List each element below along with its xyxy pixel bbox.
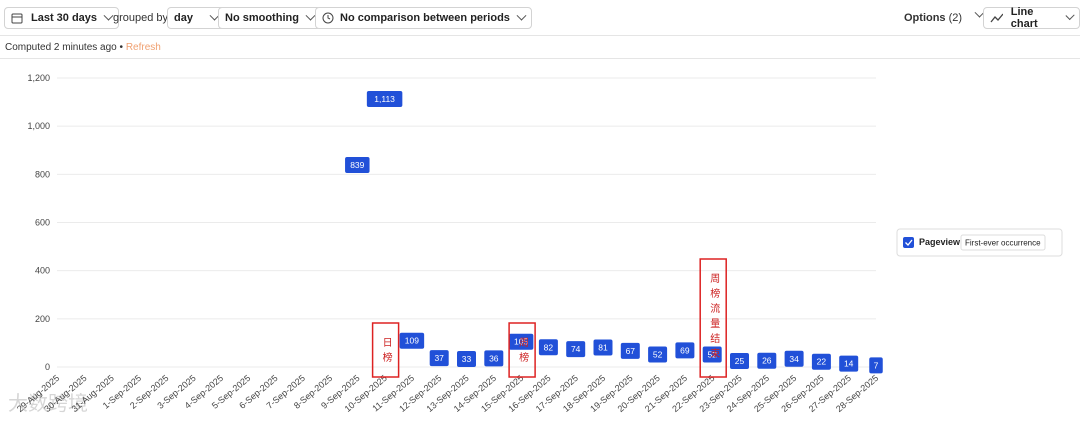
legend-tag-box — [960, 234, 1046, 251]
computed: Computed 2 minutes ago — [5, 42, 117, 53]
point-label-box — [366, 90, 403, 107]
comparison-button[interactable]: No comparison between periods — [315, 7, 532, 29]
options: Options — [904, 12, 946, 24]
legend: Pageview First-ever occurrence — [896, 228, 1063, 257]
date-range-button[interactable]: Last 30 days — [4, 7, 120, 29]
point-label: 22 — [817, 357, 827, 367]
point-label: 37 — [434, 353, 444, 363]
y-tick-label: 1,200 — [27, 73, 50, 83]
point-label-box — [702, 346, 722, 363]
toolbar — [0, 0, 1080, 36]
legend-check — [905, 239, 913, 246]
chart-type: Line chart — [1010, 6, 1038, 30]
point-label: 105 — [514, 337, 528, 347]
status-bar: Computed 2 minutes ago • Refresh — [0, 36, 1080, 59]
clock-icon — [322, 12, 334, 24]
annotation: 周榜流量结束 — [708, 273, 720, 363]
smoothing: No smoothing — [225, 12, 299, 24]
point-label-box — [675, 342, 695, 359]
calendar-icon — [11, 13, 23, 24]
point-label-box — [730, 352, 749, 369]
point-label: 25 — [735, 356, 745, 366]
point-label: 52 — [653, 349, 663, 359]
point-label: 26 — [762, 356, 772, 366]
y-tick-label: 0 — [45, 362, 50, 372]
y-tick-label: 200 — [35, 314, 50, 324]
point-label-box — [648, 346, 668, 363]
point-label-box — [811, 353, 831, 370]
point-label-box — [566, 341, 586, 358]
point-label: 14 — [844, 359, 854, 369]
point-label: 839 — [350, 160, 364, 170]
annotation-box — [371, 322, 400, 378]
point-label-box — [784, 350, 804, 367]
point-label-box — [345, 156, 370, 173]
smoothing-button[interactable]: No smoothing — [218, 7, 321, 29]
grouped-by-label: grouped by — [113, 12, 169, 24]
separator: • — [119, 42, 124, 53]
annotation-box — [699, 258, 727, 378]
y-tick-label: 600 — [35, 218, 50, 228]
comparison: No comparison between periods — [340, 12, 510, 24]
point-label-box — [399, 332, 425, 349]
legend-checkbox — [903, 237, 914, 248]
interval: day — [174, 12, 193, 24]
point-label-box — [757, 352, 777, 369]
point-label-box — [484, 350, 504, 367]
point-label: 82 — [544, 342, 554, 352]
chart-type-button[interactable]: Line chart — [983, 6, 1080, 30]
point-label: 67 — [626, 346, 636, 356]
options-button[interactable]: Options (2) — [904, 7, 985, 24]
date-range: Last 30 days — [31, 12, 98, 24]
point-label-box — [457, 351, 476, 368]
annotation: 周榜 — [517, 337, 529, 367]
legend-tag: First-ever occurrence — [965, 239, 1041, 248]
point-label: 69 — [680, 345, 690, 355]
point-label-box — [508, 333, 534, 350]
options-count: (2) — [948, 12, 963, 24]
y-tick-label: 1,000 — [27, 121, 50, 131]
point-label: 7 — [874, 360, 879, 370]
point-label: 74 — [571, 344, 581, 354]
annotation: 日榜 — [380, 337, 392, 367]
point-label: 34 — [789, 354, 799, 364]
point-label: 81 — [598, 342, 608, 352]
annotation-box — [508, 322, 536, 378]
point-label-box — [620, 342, 640, 359]
point-label-box — [593, 339, 613, 356]
line-chart-icon — [990, 13, 1003, 23]
point-label-box — [839, 355, 859, 372]
y-tick-label: 400 — [35, 266, 50, 276]
refresh-link[interactable]: Refresh — [125, 42, 161, 53]
point-label-box — [429, 350, 449, 367]
point-label-box — [538, 339, 558, 356]
point-label: 109 — [405, 336, 419, 346]
point-label-box — [869, 357, 883, 374]
y-tick-label: 800 — [35, 169, 50, 179]
point-label: 1,113 — [374, 94, 395, 104]
legend-label: Pageview — [919, 237, 961, 247]
point-label: 36 — [489, 353, 499, 363]
point-label: 33 — [462, 354, 472, 364]
point-label: 52 — [707, 349, 717, 359]
watermark: 大数跨境 — [8, 392, 88, 415]
computed-text: Computed 2 minutes ago • Refresh — [5, 42, 161, 53]
